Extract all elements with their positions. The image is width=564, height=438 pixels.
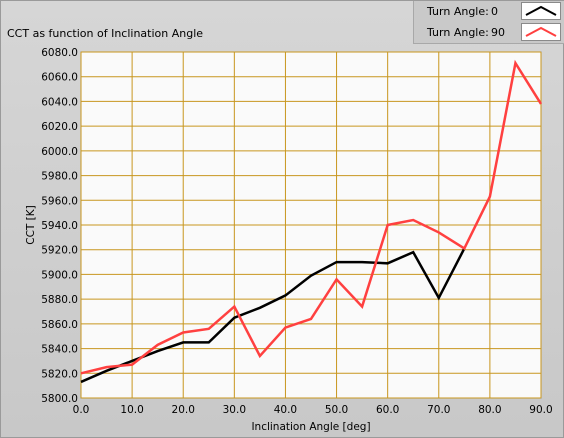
x-tick-label: 70.0 bbox=[427, 404, 450, 416]
legend-swatch-1[interactable] bbox=[521, 23, 561, 41]
y-tick-label: 5900.0 bbox=[41, 269, 78, 281]
legend-label-1: Turn Angle: bbox=[427, 26, 489, 39]
y-tick-label: 5860.0 bbox=[41, 319, 78, 331]
y-axis-label: CCT [K] bbox=[25, 205, 37, 245]
x-tick-label: 0.0 bbox=[73, 404, 90, 416]
y-tick-label: 5880.0 bbox=[41, 294, 78, 306]
legend-value-1: 90 bbox=[491, 26, 505, 39]
legend: Turn Angle: 0 Turn Angle: 90 bbox=[413, 1, 564, 44]
legend-item-0[interactable]: Turn Angle: 0 bbox=[414, 1, 564, 22]
y-tick-label: 5960.0 bbox=[41, 195, 78, 207]
grid bbox=[80, 51, 542, 399]
y-tick-label: 5940.0 bbox=[41, 220, 78, 232]
x-tick-label: 30.0 bbox=[223, 404, 246, 416]
x-tick-label: 60.0 bbox=[376, 404, 399, 416]
y-tick-label: 6080.0 bbox=[41, 47, 78, 59]
y-tick-label: 6000.0 bbox=[41, 146, 78, 158]
legend-value-0: 0 bbox=[491, 5, 498, 18]
y-tick-labels: 5800.0 5820.0 5840.0 5860.0 5880.0 5900.0 5920… bbox=[41, 47, 78, 405]
x-tick-labels: 0.0 10.0 20.0 30.0 40.0 50.0 60.0 70.0 80.0 90.0 bbox=[73, 404, 553, 416]
series-line-1 bbox=[80, 59, 543, 375]
x-axis-label: Inclination Angle [deg] bbox=[251, 421, 370, 433]
y-tick-label: 6060.0 bbox=[41, 72, 78, 84]
x-tick-label: 90.0 bbox=[529, 404, 552, 416]
x-tick-label: 50.0 bbox=[325, 404, 348, 416]
y-tick-label: 5840.0 bbox=[41, 344, 78, 356]
x-tick-label: 40.0 bbox=[274, 404, 297, 416]
legend-line-icon-1 bbox=[525, 26, 557, 37]
legend-swatch-0[interactable] bbox=[521, 2, 561, 20]
y-tick-label: 5800.0 bbox=[41, 393, 78, 405]
y-tick-label: 6040.0 bbox=[41, 96, 78, 108]
y-tick-label: 6020.0 bbox=[41, 121, 78, 133]
y-tick-label: 5820.0 bbox=[41, 368, 78, 380]
legend-line-icon-0 bbox=[525, 5, 557, 16]
chart-title: CCT as function of Inclination Angle bbox=[7, 27, 204, 40]
x-tick-label: 10.0 bbox=[120, 404, 143, 416]
legend-item-1[interactable]: Turn Angle: 90 bbox=[414, 22, 564, 43]
x-tick-label: 80.0 bbox=[478, 404, 501, 416]
x-tick-label: 20.0 bbox=[172, 404, 195, 416]
legend-label-0: Turn Angle: bbox=[427, 5, 489, 18]
y-tick-label: 5980.0 bbox=[41, 171, 78, 183]
y-tick-label: 5920.0 bbox=[41, 245, 78, 257]
series-lines bbox=[80, 59, 543, 384]
